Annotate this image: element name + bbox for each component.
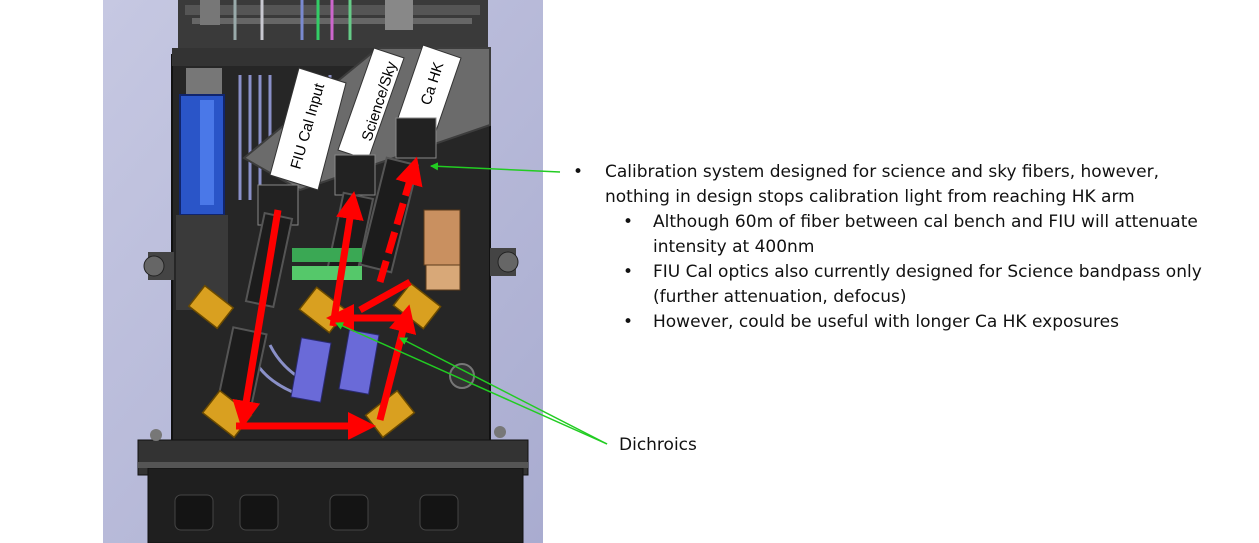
callout-leader-lines bbox=[335, 162, 608, 445]
top-cable-bundle bbox=[178, 0, 488, 55]
notes-list: • Calibration system designed for scienc… bbox=[573, 160, 1213, 335]
sub-bullet-text: Although 60m of fiber between cal bench … bbox=[653, 212, 1198, 257]
sub-bullet: • However, could be useful with longer C… bbox=[573, 310, 1213, 335]
fiber-connector-blocks bbox=[257, 117, 437, 226]
side-knob-left bbox=[143, 252, 174, 280]
fiber-banner-fiu-cal-input bbox=[269, 67, 347, 191]
sub-bullet: • Although 60m of fiber between cal benc… bbox=[573, 210, 1213, 260]
bullet-glyph: • bbox=[573, 162, 584, 182]
base-platform bbox=[137, 426, 529, 543]
side-knob-right bbox=[490, 248, 519, 276]
dichroics-label: Dichroics bbox=[619, 435, 697, 455]
calibration-light-path bbox=[232, 156, 423, 440]
main-bullet-text: Calibration system designed for science … bbox=[605, 162, 1159, 207]
purple-detector-cameras bbox=[290, 329, 380, 403]
sub-bullet: • FIU Cal optics also currently designed… bbox=[573, 260, 1213, 310]
orange-module bbox=[423, 209, 461, 291]
main-bullet: • Calibration system designed for scienc… bbox=[573, 160, 1213, 210]
bullet-glyph: • bbox=[623, 312, 634, 332]
blue-camera-module bbox=[179, 68, 225, 216]
bullet-glyph: • bbox=[623, 212, 634, 232]
sub-bullet-text: However, could be useful with longer Ca … bbox=[653, 312, 1119, 332]
bullet-glyph: • bbox=[623, 262, 634, 282]
sub-bullet-text: FIU Cal optics also currently designed f… bbox=[653, 262, 1202, 307]
